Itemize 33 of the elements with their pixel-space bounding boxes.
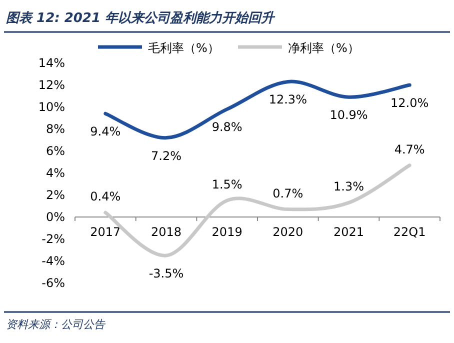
y-tick-label: -2%	[42, 232, 65, 246]
x-tick-label: 2018	[150, 225, 182, 239]
y-tick-label: 12%	[38, 78, 65, 92]
legend-label: 净利率（%）	[288, 41, 360, 55]
data-label: 9.8%	[212, 120, 242, 134]
text: 资料来源：公司公告	[6, 318, 106, 331]
chart-title: 图表 12: 2021 年以来公司盈利能力开始回升	[6, 10, 276, 26]
data-label: 0.4%	[90, 190, 121, 204]
y-tick-label: 2%	[46, 188, 65, 202]
data-label: 0.7%	[272, 186, 304, 200]
legend-label: 毛利率（%）	[148, 41, 220, 55]
x-tick-label: 22Q1	[393, 225, 426, 239]
data-label: -3.5%	[148, 266, 184, 280]
y-tick-label: 4%	[46, 166, 65, 180]
data-label: 4.7%	[394, 142, 425, 156]
x-tick-label: 2020	[272, 225, 304, 239]
y-tick-label: 8%	[46, 122, 65, 136]
y-tick-label: -4%	[42, 254, 65, 268]
y-tick-label: 0%	[46, 210, 65, 224]
data-label: 10.9%	[330, 108, 368, 122]
y-tick-label: 14%	[38, 56, 65, 70]
data-label: 12.3%	[268, 92, 307, 107]
y-tick-label: 6%	[46, 144, 65, 158]
y-tick-label: -6%	[42, 276, 65, 290]
data-label: 12.0%	[390, 96, 429, 110]
data-label: 1.5%	[212, 178, 242, 192]
data-label: 7.2%	[151, 148, 182, 163]
data-label: 9.4%	[90, 124, 121, 139]
data-label: 1.3%	[334, 180, 364, 194]
y-tick-label: 10%	[38, 100, 65, 114]
x-tick-label: 2021	[333, 225, 364, 239]
x-tick-label: 2019	[212, 225, 242, 239]
x-tick-label: 2017	[90, 225, 121, 239]
